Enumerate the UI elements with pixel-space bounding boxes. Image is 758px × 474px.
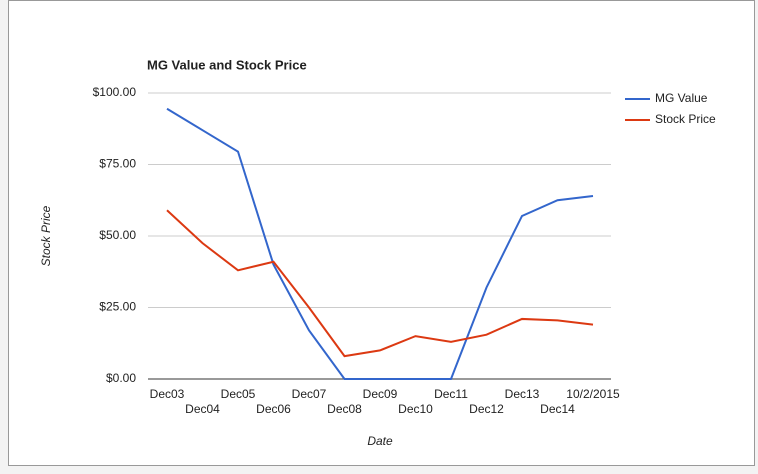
x-tick-label: Dec06 <box>256 402 291 416</box>
y-tick-label: $50.00 <box>99 228 136 242</box>
x-tick-label: Dec09 <box>363 387 398 401</box>
y-tick-label: $0.00 <box>106 371 136 385</box>
legend-label: MG Value <box>655 91 708 105</box>
x-tick-label: Dec05 <box>221 387 256 401</box>
chart-frame <box>8 0 755 466</box>
x-tick-label: Dec13 <box>505 387 540 401</box>
y-tick-label: $100.00 <box>93 85 137 99</box>
x-tick-label: Dec04 <box>185 402 220 416</box>
x-tick-label: Dec08 <box>327 402 362 416</box>
series-line <box>166 107 594 380</box>
y-axis-label: Stock Price <box>39 205 53 266</box>
x-axis-label: Date <box>367 434 393 448</box>
x-tick-label: 10/2/2015 <box>566 387 620 401</box>
x-tick-label: Dec07 <box>292 387 327 401</box>
x-tick-label: Dec10 <box>398 402 433 416</box>
x-tick-label: Dec14 <box>540 402 575 416</box>
x-tick-label: Dec03 <box>150 387 185 401</box>
series-line <box>166 209 594 358</box>
chart-title: MG Value and Stock Price <box>147 57 307 72</box>
y-tick-label: $75.00 <box>99 157 136 171</box>
y-tick-label: $25.00 <box>99 300 136 314</box>
x-tick-label: Dec11 <box>434 387 468 401</box>
x-tick-label: Dec12 <box>469 402 504 416</box>
legend-label: Stock Price <box>655 112 716 126</box>
